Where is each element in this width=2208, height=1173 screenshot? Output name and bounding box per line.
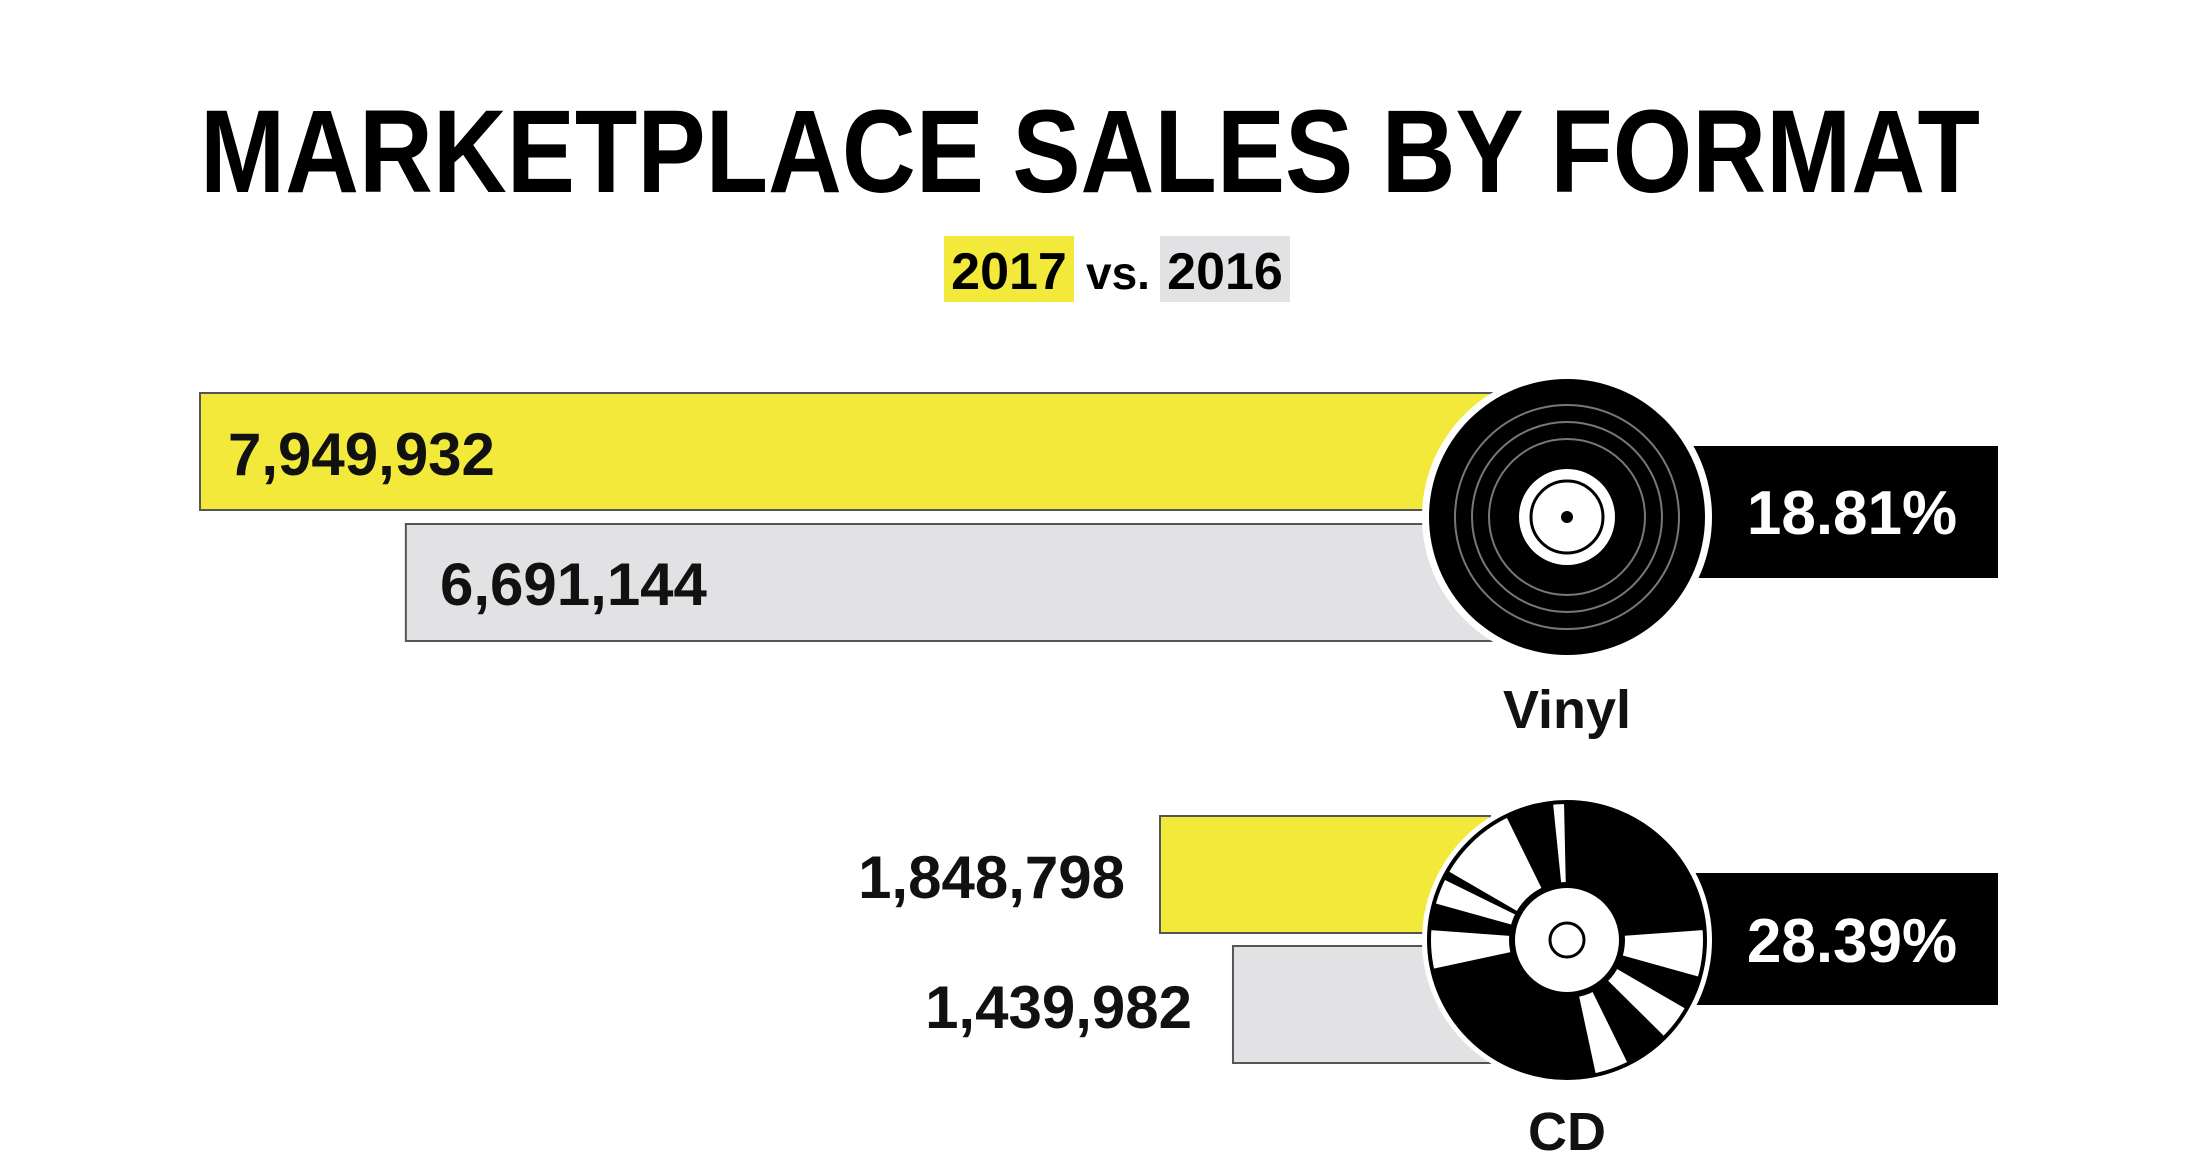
growth-label-cd: 28.39% xyxy=(1747,907,1957,976)
vinyl-record-icon xyxy=(1422,372,1712,662)
cd-group: 1,848,798 1,439,982 28.39% xyxy=(858,795,1998,1162)
value-label-cd-2016: 1,439,982 xyxy=(925,974,1192,1041)
legend-label-2016: 2016 xyxy=(1167,243,1283,301)
growth-label-vinyl: 18.81% xyxy=(1747,479,1957,548)
growth-badge-vinyl xyxy=(1660,446,1998,578)
category-label-cd: CD xyxy=(1528,1102,1606,1162)
chart-title: MARKETPLACE SALES BY FORMAT xyxy=(200,86,1980,218)
value-label-vinyl-2016: 6,691,144 xyxy=(440,551,708,618)
legend-label-2017: 2017 xyxy=(951,243,1067,301)
vinyl-group: 7,949,932 6,691,144 18.81% Vinyl xyxy=(199,372,1998,740)
subtitle-separator: vs. xyxy=(1086,247,1150,299)
legend-swatch-2016 xyxy=(1160,236,1290,302)
growth-badge-cd xyxy=(1660,873,1998,1005)
compact-disc-icon xyxy=(1422,795,1712,1085)
category-label-vinyl: Vinyl xyxy=(1503,680,1631,740)
bar-vinyl-2017 xyxy=(199,392,1501,511)
legend-swatch-2017 xyxy=(944,236,1074,302)
value-label-cd-2017: 1,848,798 xyxy=(858,844,1125,911)
subtitle: 2017 vs. 2016 xyxy=(944,236,1290,302)
value-label-vinyl-2017: 7,949,932 xyxy=(228,421,495,488)
